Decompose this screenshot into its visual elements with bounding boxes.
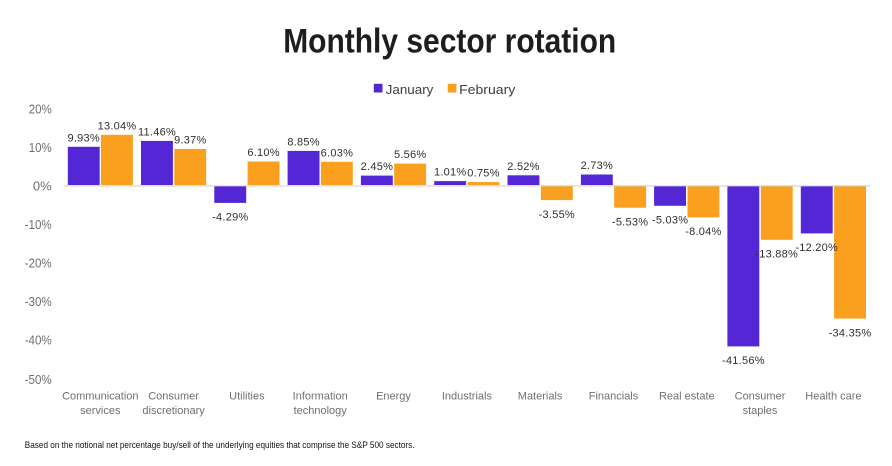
svg-text:-4.29%: -4.29%	[212, 212, 248, 224]
svg-text:-50%: -50%	[25, 372, 52, 387]
svg-text:-30%: -30%	[25, 294, 52, 309]
svg-text:Materials: Materials	[518, 390, 563, 402]
svg-text:9.37%: 9.37%	[174, 134, 206, 146]
svg-text:0%: 0%	[33, 178, 52, 193]
svg-text:8.85%: 8.85%	[287, 136, 319, 148]
svg-text:5.56%: 5.56%	[394, 149, 426, 161]
svg-text:services: services	[80, 405, 121, 417]
svg-text:11.46%: 11.46%	[138, 126, 176, 138]
svg-text:-5.53%: -5.53%	[612, 217, 648, 229]
svg-text:staples: staples	[743, 405, 778, 417]
svg-text:Monthly sector rotation: Monthly sector rotation	[283, 22, 616, 60]
svg-text:Information: Information	[293, 390, 348, 402]
svg-text:-20%: -20%	[25, 255, 52, 270]
svg-text:10%: 10%	[29, 140, 52, 155]
svg-text:-40%: -40%	[25, 332, 52, 347]
svg-text:technology: technology	[294, 405, 348, 417]
svg-text:0.75%: 0.75%	[467, 168, 499, 180]
svg-text:-5.03%: -5.03%	[652, 215, 688, 227]
svg-text:1.01%: 1.01%	[434, 167, 466, 179]
svg-text:Industrials: Industrials	[442, 390, 493, 402]
svg-text:20%: 20%	[29, 101, 52, 116]
svg-text:-34.35%: -34.35%	[829, 327, 872, 339]
svg-text:6.10%: 6.10%	[247, 147, 279, 159]
svg-text:discretionary: discretionary	[142, 405, 205, 417]
svg-text:Based on the notional net perc: Based on the notional net percentage buy…	[25, 440, 415, 451]
svg-text:-13.88%: -13.88%	[755, 249, 798, 261]
svg-text:Consumer: Consumer	[148, 390, 199, 402]
svg-text:Energy: Energy	[376, 390, 411, 402]
svg-text:Utilities: Utilities	[229, 390, 265, 402]
svg-text:February: February	[459, 82, 516, 97]
svg-text:-10%: -10%	[25, 217, 52, 232]
svg-text:-3.55%: -3.55%	[539, 209, 575, 221]
svg-text:Communication: Communication	[62, 390, 138, 402]
svg-text:Financials: Financials	[589, 390, 639, 402]
svg-text:-8.04%: -8.04%	[685, 226, 721, 238]
svg-text:9.93%: 9.93%	[67, 132, 99, 144]
svg-text:-41.56%: -41.56%	[722, 355, 765, 367]
svg-text:Real estate: Real estate	[659, 390, 715, 402]
svg-text:January: January	[386, 82, 434, 97]
svg-text:2.45%: 2.45%	[361, 161, 393, 173]
svg-text:2.52%: 2.52%	[507, 161, 539, 173]
svg-text:2.73%: 2.73%	[581, 160, 613, 172]
svg-text:6.03%: 6.03%	[321, 147, 353, 159]
svg-text:Consumer: Consumer	[735, 390, 786, 402]
svg-text:13.04%: 13.04%	[98, 120, 137, 132]
svg-text:-12.20%: -12.20%	[795, 242, 838, 254]
svg-text:Health care: Health care	[805, 390, 861, 402]
